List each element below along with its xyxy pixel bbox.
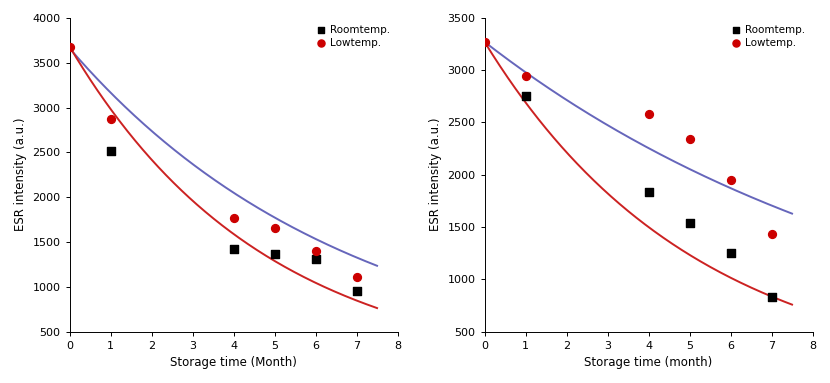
Roomtemp.: [309, 256, 322, 262]
X-axis label: Storage time (Month): Storage time (Month): [170, 356, 297, 369]
Lowtemp.: [227, 214, 240, 221]
Lowtemp.: [104, 116, 117, 122]
Lowtemp.: [642, 111, 655, 117]
Lowtemp.: [765, 231, 779, 237]
Lowtemp.: [63, 44, 76, 50]
Lowtemp.: [683, 136, 696, 142]
Roomtemp.: [350, 288, 364, 294]
Roomtemp.: [227, 246, 240, 252]
Lowtemp.: [478, 39, 491, 45]
Y-axis label: ESR intensity (a.u.): ESR intensity (a.u.): [14, 118, 27, 231]
Roomtemp.: [519, 93, 532, 99]
Lowtemp.: [724, 177, 737, 183]
Legend: Roomtemp., Lowtemp.: Roomtemp., Lowtemp.: [729, 23, 808, 50]
Roomtemp.: [724, 250, 737, 256]
Lowtemp.: [268, 226, 281, 232]
Roomtemp.: [268, 251, 281, 257]
Roomtemp.: [683, 220, 696, 226]
Roomtemp.: [765, 294, 779, 300]
Lowtemp.: [309, 248, 322, 254]
Roomtemp.: [642, 190, 655, 196]
Legend: Roomtemp., Lowtemp.: Roomtemp., Lowtemp.: [314, 23, 393, 50]
Lowtemp.: [519, 74, 532, 80]
Lowtemp.: [350, 274, 364, 280]
Y-axis label: ESR intensity (a.u.): ESR intensity (a.u.): [429, 118, 442, 231]
Roomtemp.: [104, 147, 117, 154]
X-axis label: Storage time (month): Storage time (month): [584, 356, 713, 369]
